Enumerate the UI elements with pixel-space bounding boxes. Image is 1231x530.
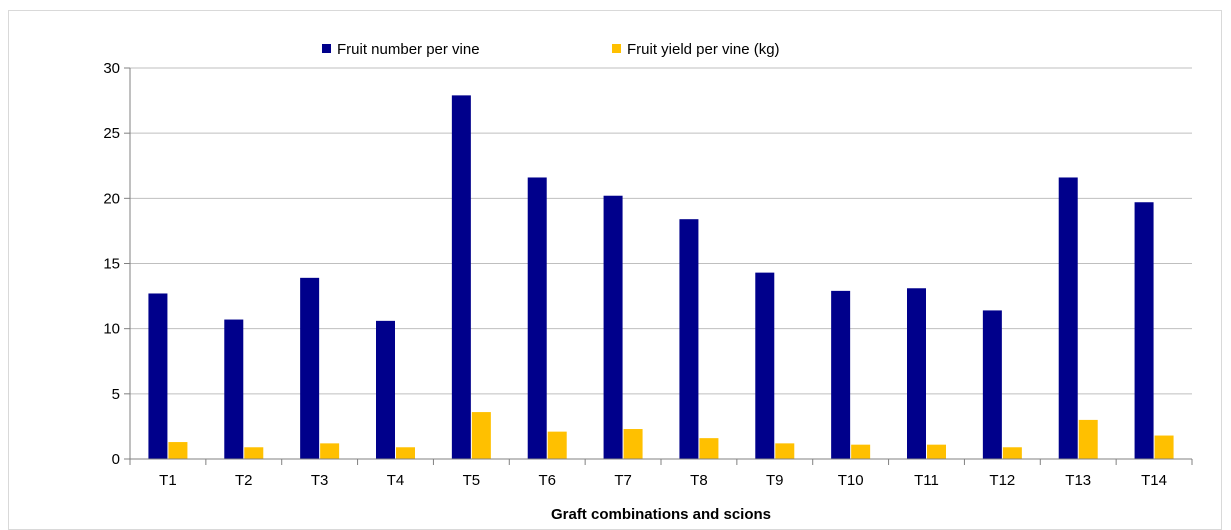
fruit-yield-bar <box>775 443 795 459</box>
x-tick-label: T5 <box>463 472 481 489</box>
y-tick-label: 0 <box>112 451 120 468</box>
fruit-number-bar <box>224 319 244 459</box>
y-tick-label: 5 <box>112 386 120 403</box>
y-tick-label: 15 <box>103 256 120 273</box>
fruit-number-bar <box>300 277 320 459</box>
x-tick-label: T12 <box>989 472 1015 489</box>
x-tick-label: T8 <box>690 472 708 489</box>
y-tick-label: 20 <box>103 190 120 207</box>
fruit-yield-bar <box>471 412 491 459</box>
x-tick-label: T7 <box>614 472 632 489</box>
x-tick-label: T13 <box>1065 472 1091 489</box>
y-tick-label: 10 <box>103 321 120 338</box>
fruit-yield-bar <box>168 442 188 459</box>
fruit-number-bar <box>527 177 547 460</box>
x-axis: T1 T2 T3 T4 T5 T6 T7 T8 T9 T10 T11 T12 T13 T14 <box>129 68 1193 489</box>
fruit-number-bar <box>1058 177 1078 460</box>
y-tick-label: 25 <box>103 125 120 142</box>
fruit-number-bar <box>679 219 699 459</box>
x-tick-label: T14 <box>1141 472 1167 489</box>
legend-label: Fruit yield per vine (kg) <box>627 41 780 58</box>
fruit-number-bar <box>148 293 168 459</box>
fruit-number-bar <box>376 320 395 459</box>
x-tick-label: T3 <box>311 472 329 489</box>
fruit-number-bar <box>603 195 623 459</box>
x-axis-title: Graft combinations and scions <box>551 506 771 523</box>
fruit-yield-bar <box>623 429 643 459</box>
x-tick-label: T6 <box>538 472 556 489</box>
x-tick-label: T11 <box>914 472 939 489</box>
y-axis-ticks: 0 5 10 15 20 25 30 <box>103 60 130 468</box>
legend-swatch <box>612 44 621 53</box>
x-tick-label: T9 <box>766 472 784 489</box>
fruit-yield-bar <box>1078 419 1098 459</box>
legend: Fruit number per vine Fruit yield per vin… <box>322 41 780 58</box>
fruit-yield-bar <box>851 444 871 459</box>
fruit-number-bar <box>755 272 775 459</box>
fruit-number-bar <box>1134 202 1154 459</box>
legend-swatch <box>322 44 331 53</box>
x-tick-label: T4 <box>387 472 405 489</box>
fruit-number-bar <box>831 290 851 459</box>
fruit-number-bar <box>907 288 926 459</box>
fruit-yield-bar <box>396 447 415 459</box>
bars <box>148 95 1174 460</box>
fruit-yield-bar <box>699 438 719 459</box>
gridlines <box>130 67 1192 395</box>
fruit-yield-bar <box>547 431 567 459</box>
y-tick-label: 30 <box>103 60 120 77</box>
fruit-number-bar <box>982 310 1002 459</box>
fruit-number-bar <box>451 95 471 460</box>
fruit-yield-bar <box>320 443 340 459</box>
fruit-yield-bar <box>1002 447 1022 459</box>
legend-label: Fruit number per vine <box>337 41 480 58</box>
x-tick-label: T2 <box>235 472 253 489</box>
x-tick-label: T1 <box>159 472 177 489</box>
fruit-yield-bar <box>1154 435 1174 459</box>
x-tick-label: T10 <box>838 472 864 489</box>
fruit-yield-bar <box>244 447 264 459</box>
fruit-yield-bar <box>927 444 946 459</box>
